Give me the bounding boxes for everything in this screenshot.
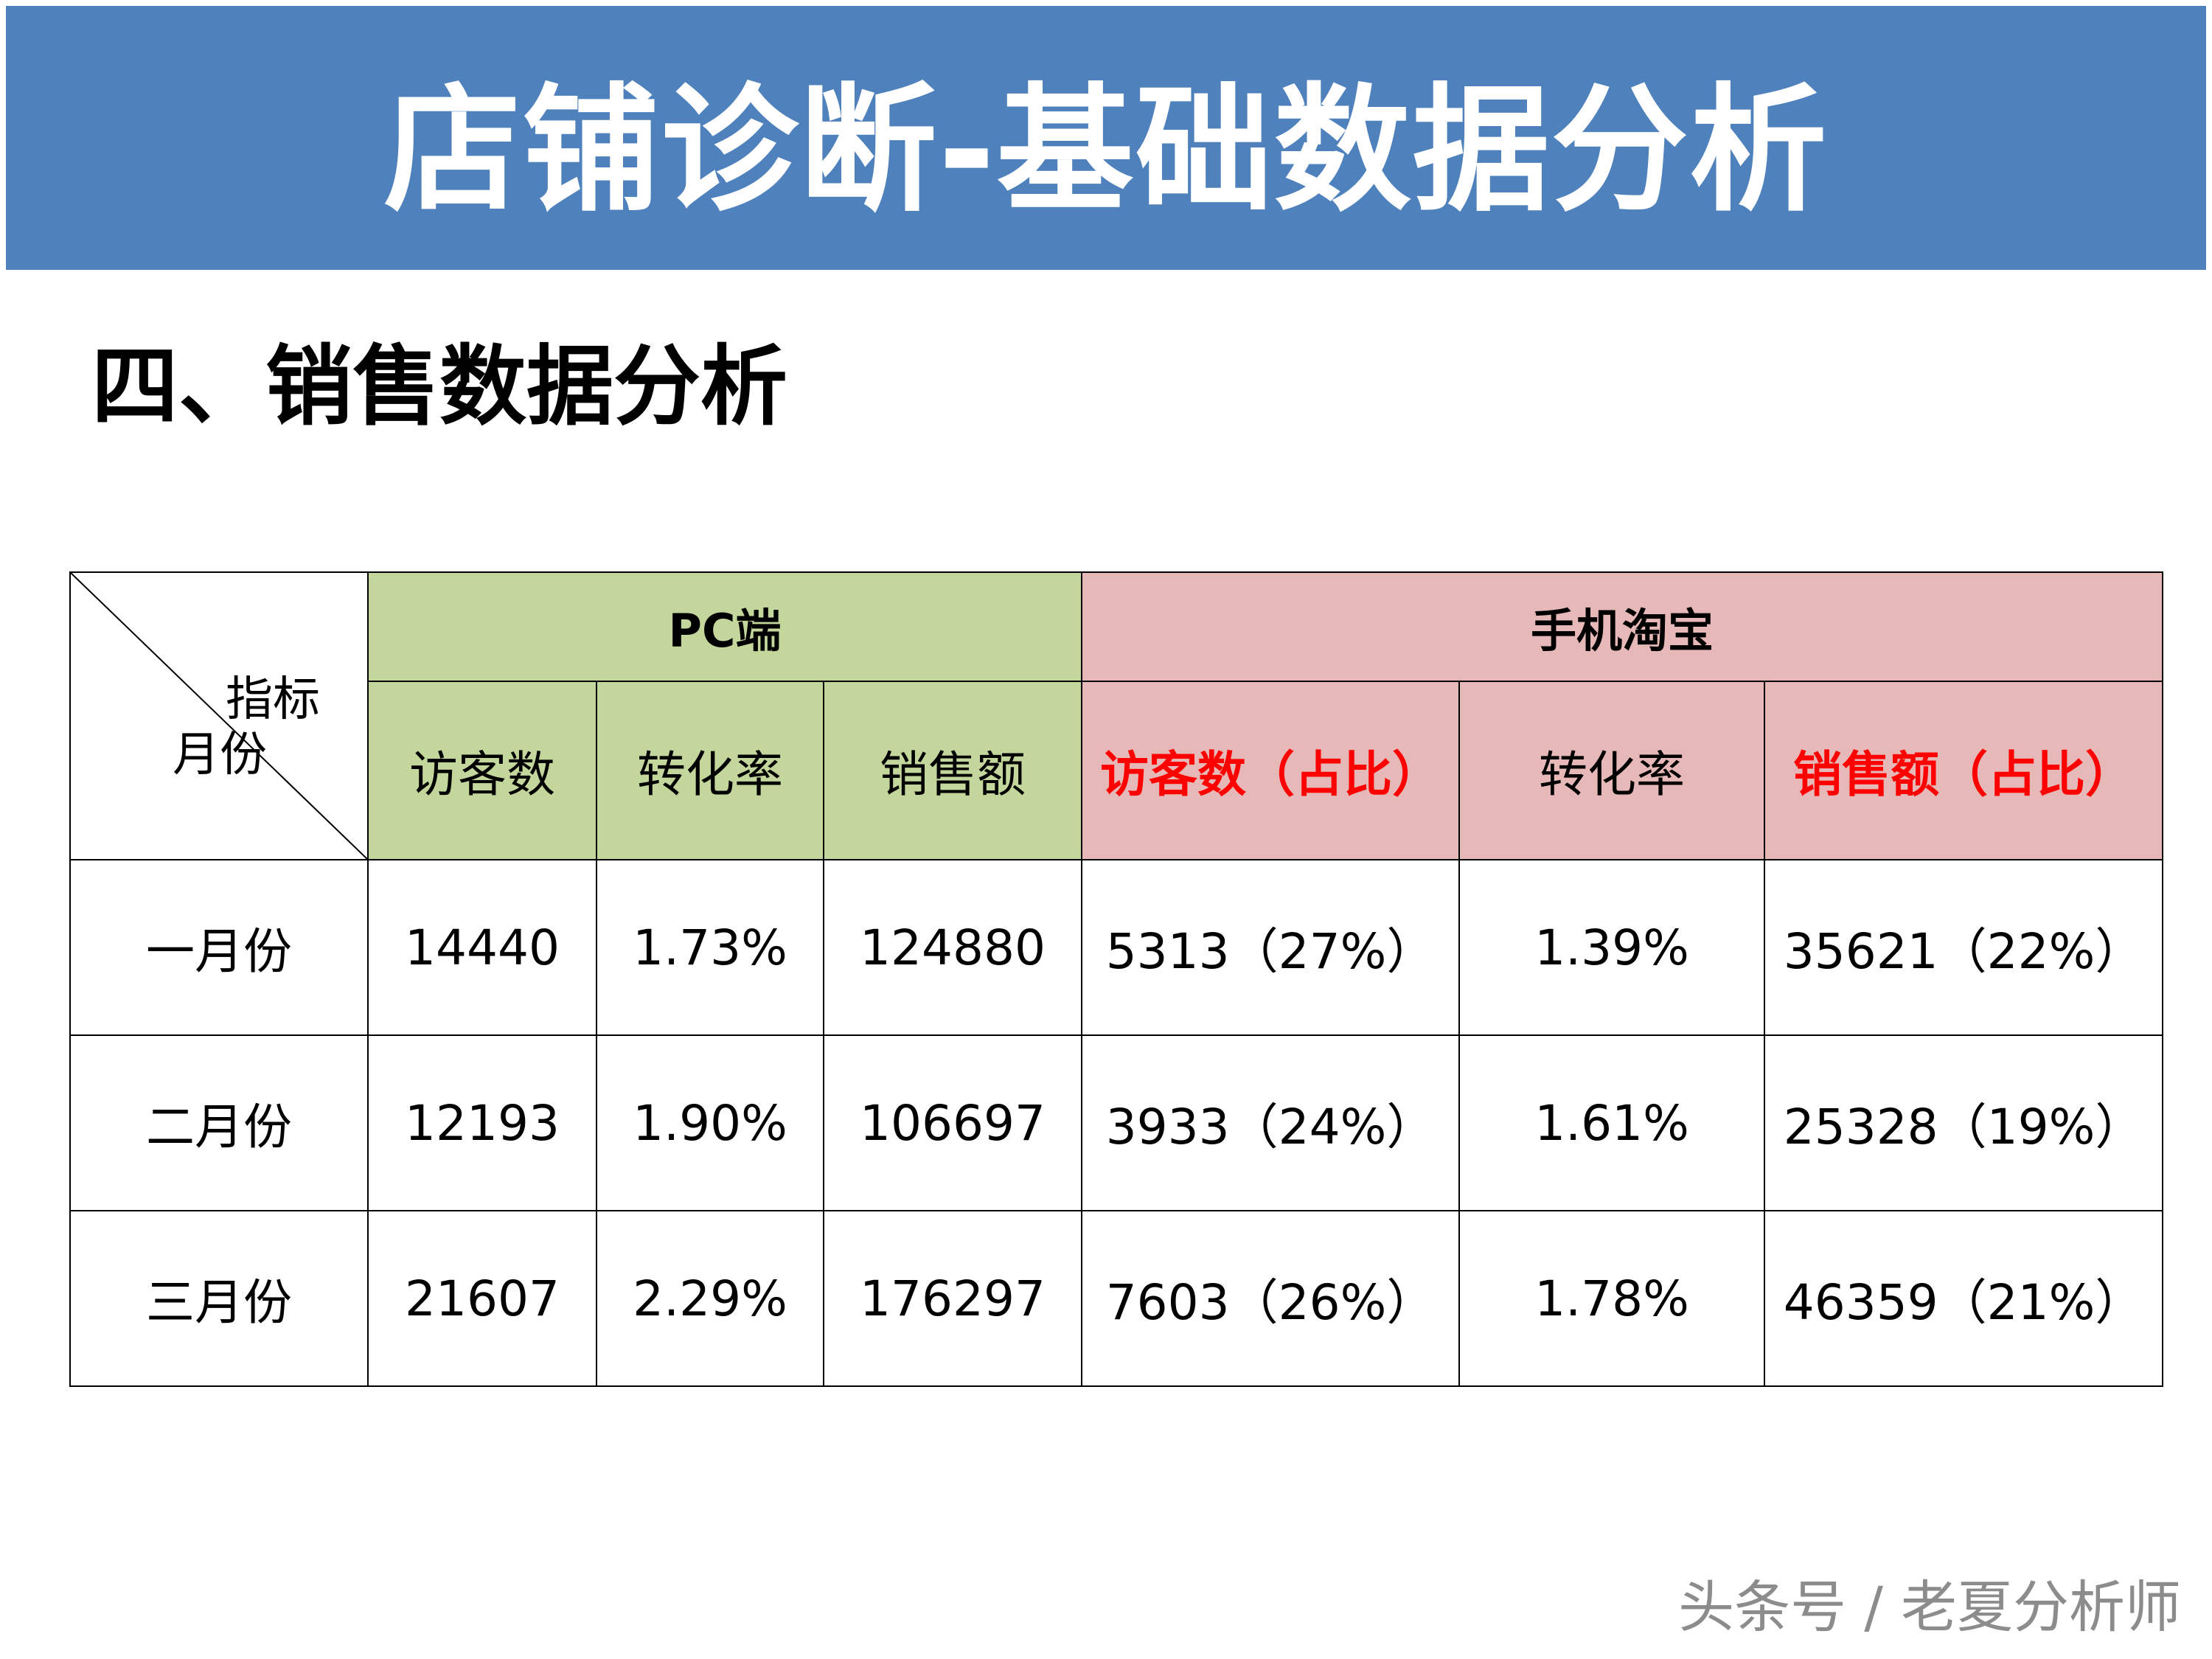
row-month-label: 二月份: [69, 1034, 369, 1211]
cell-pc-sales: 124880: [822, 859, 1083, 1036]
title-banner: 店铺诊断-基础数据分析: [6, 6, 2206, 270]
cell-mobile-visitors: 7603（26%）: [1081, 1210, 1461, 1387]
cell-pc-visitors: 12193: [367, 1034, 597, 1211]
cell-mobile-conversion: 1.78%: [1458, 1210, 1766, 1387]
section-title: 四、销售数据分析: [91, 335, 788, 437]
cell-pc-conversion: 2.29%: [596, 1210, 824, 1387]
source-watermark: 头条号 / 老夏分析师: [1678, 1574, 2181, 1640]
cell-mobile-visitors: 3933（24%）: [1081, 1034, 1461, 1211]
table-row: 一月份 14440 1.73% 124880 5313（27%） 1.39% 3…: [69, 859, 2164, 1036]
sales-data-table: 指标 月份 PC端 手机淘宝 访客数 转化率 销售额 访客数（占比） 转化率 销…: [69, 571, 2164, 1387]
page-title: 店铺诊断-基础数据分析: [383, 70, 1829, 230]
column-header-mobile-conversion: 转化率: [1458, 681, 1766, 860]
column-header-mobile-visitors-share: 访客数（占比）: [1081, 681, 1461, 860]
cell-pc-sales: 106697: [822, 1034, 1083, 1211]
column-header-pc-sales: 销售额: [822, 681, 1083, 860]
mobile-group-header: 手机淘宝: [1081, 571, 2164, 682]
corner-header-cell: 指标 月份: [69, 571, 369, 860]
row-month-label: 一月份: [69, 859, 369, 1036]
cell-mobile-conversion: 1.39%: [1458, 859, 1766, 1036]
cell-mobile-sales: 25328（19%）: [1764, 1034, 2164, 1211]
cell-pc-conversion: 1.90%: [596, 1034, 824, 1211]
cell-mobile-visitors: 5313（27%）: [1081, 859, 1461, 1036]
column-header-pc-visitors: 访客数: [367, 681, 597, 860]
cell-mobile-sales: 46359（21%）: [1764, 1210, 2164, 1387]
corner-month-label: 月份: [173, 728, 267, 782]
table-row: 三月份 21607 2.29% 176297 7603（26%） 1.78% 4…: [69, 1210, 2164, 1387]
corner-metric-label: 指标: [226, 672, 320, 727]
table-row: 二月份 12193 1.90% 106697 3933（24%） 1.61% 2…: [69, 1034, 2164, 1211]
cell-mobile-sales: 35621（22%）: [1764, 859, 2164, 1036]
pc-group-header: PC端: [366, 571, 1083, 682]
cell-pc-conversion: 1.73%: [596, 859, 824, 1036]
cell-pc-visitors: 21607: [367, 1210, 597, 1387]
column-header-pc-conversion: 转化率: [596, 681, 824, 860]
cell-mobile-conversion: 1.61%: [1458, 1034, 1766, 1211]
corner-diagonal-line: [72, 574, 366, 858]
cell-pc-visitors: 14440: [367, 859, 597, 1036]
cell-pc-sales: 176297: [822, 1210, 1083, 1387]
row-month-label: 三月份: [69, 1210, 369, 1387]
column-header-mobile-sales-share: 销售额（占比）: [1764, 681, 2164, 860]
